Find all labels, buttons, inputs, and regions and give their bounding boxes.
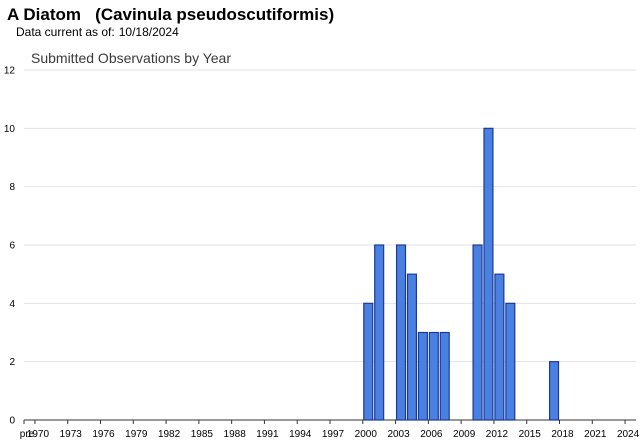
bar-2000: [363, 302, 374, 421]
y-tick-label: 4: [9, 299, 15, 310]
y-tick-label: 12: [4, 66, 16, 77]
bar-2012: [494, 273, 505, 421]
bar-2003: [395, 244, 407, 421]
y-tick-label: 10: [4, 124, 16, 135]
x-tick-label: 2018: [551, 429, 574, 440]
data-current-line: Data current as of: 10/18/2024: [16, 25, 183, 39]
x-tick-label: pre: [20, 429, 35, 440]
bar-2001: [374, 244, 385, 421]
bar-2010: [472, 244, 483, 421]
chart-title: Submitted Observations by Year: [31, 50, 231, 66]
bar-2004: [406, 273, 418, 421]
x-tick-label: 1982: [158, 429, 181, 440]
page-title: A Diatom (Cavinula pseudoscutiformis): [7, 5, 335, 24]
x-tick-label: 1973: [60, 429, 83, 440]
bar-2013: [505, 302, 516, 421]
x-tick-label: 2000: [355, 429, 378, 440]
x-tick-label: 1994: [289, 429, 312, 440]
x-tick-label: 2012: [486, 429, 509, 440]
x-tick-label: 2024: [617, 429, 640, 440]
data-current-label: Data current as of:: [16, 25, 115, 39]
x-tick-label: 2006: [420, 429, 443, 440]
bar-2006: [428, 331, 439, 421]
bars: [363, 127, 560, 421]
x-tick-label: 2003: [387, 429, 410, 440]
y-tick-label: 6: [9, 241, 15, 252]
data-current-date: 10/18/2024: [118, 25, 179, 39]
x-tick-label: 2021: [584, 429, 607, 440]
y-tick-label: 8: [9, 182, 15, 193]
x-tick-label: 2015: [519, 429, 542, 440]
bar-2005: [417, 331, 428, 421]
x-tick-label: 1976: [92, 429, 115, 440]
x-tick-label: 1997: [322, 429, 345, 440]
y-axis-ticks: 0 2 4 6 8 10 12: [4, 66, 16, 427]
bar-2007: [439, 331, 450, 421]
y-tick-label: 2: [9, 357, 15, 368]
bar-2017: [548, 361, 560, 421]
x-tick-label: 1979: [125, 429, 148, 440]
y-tick-label: 0: [9, 416, 15, 427]
x-tick-label: 1985: [191, 429, 214, 440]
x-tick-label: 1970: [27, 429, 50, 440]
gridlines: [24, 69, 636, 421]
x-tick-label: 2009: [453, 429, 476, 440]
bar-2011: [483, 127, 494, 421]
x-tick-label: 1988: [224, 429, 247, 440]
x-tick-label: 1991: [256, 429, 279, 440]
